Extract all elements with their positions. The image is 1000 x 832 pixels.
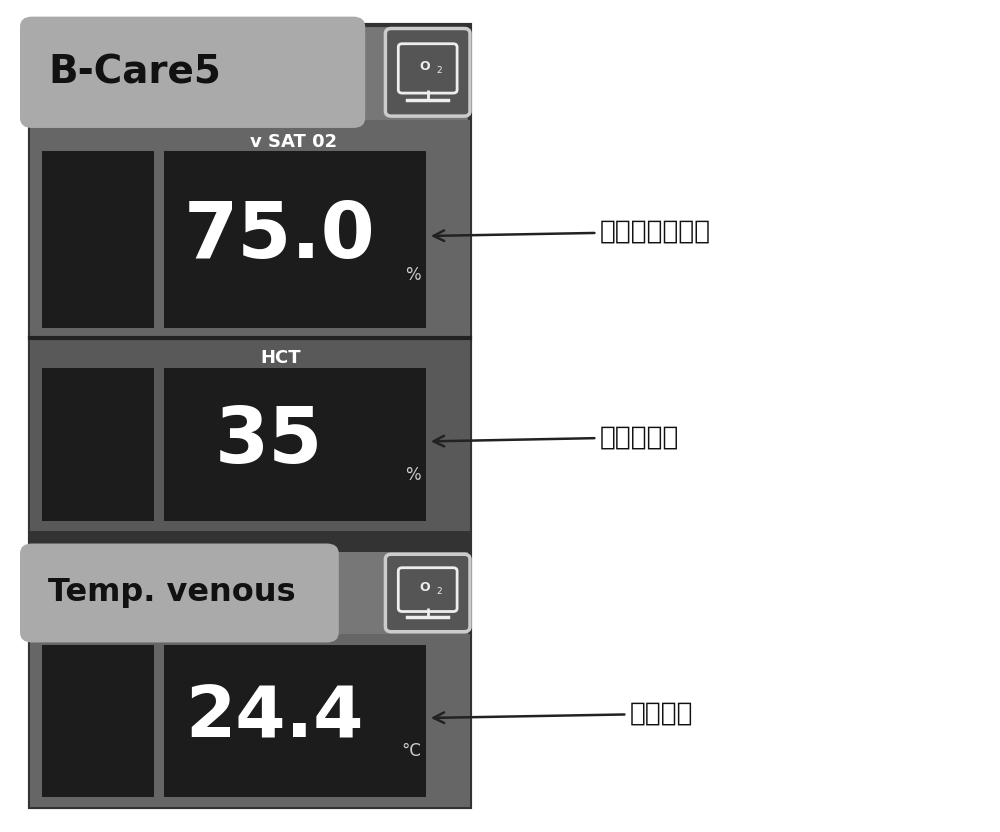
Text: 2: 2 bbox=[436, 587, 442, 597]
Text: %: % bbox=[405, 266, 421, 284]
Text: °C: °C bbox=[401, 742, 421, 760]
Text: 静脉血氧饱和度: 静脉血氧饱和度 bbox=[434, 219, 711, 245]
Bar bbox=[42, 151, 154, 328]
Text: 24.4: 24.4 bbox=[185, 683, 363, 752]
FancyBboxPatch shape bbox=[385, 554, 470, 631]
Text: 2: 2 bbox=[436, 67, 442, 75]
Text: 75.0: 75.0 bbox=[184, 198, 375, 274]
Bar bbox=[30, 120, 470, 338]
FancyBboxPatch shape bbox=[20, 543, 339, 642]
Bar bbox=[30, 634, 470, 807]
Text: 静脉温度: 静脉温度 bbox=[434, 701, 694, 727]
Text: HCT: HCT bbox=[260, 349, 301, 368]
Bar bbox=[164, 368, 426, 522]
Text: Temp. venous: Temp. venous bbox=[48, 577, 296, 608]
Text: 35: 35 bbox=[215, 404, 323, 479]
Bar bbox=[30, 25, 470, 807]
Bar bbox=[42, 645, 154, 797]
Text: O: O bbox=[420, 60, 430, 72]
Text: 红细胞压积: 红细胞压积 bbox=[434, 424, 679, 450]
Bar bbox=[164, 151, 426, 328]
Bar bbox=[30, 338, 470, 532]
Bar bbox=[164, 645, 426, 797]
Text: O: O bbox=[420, 581, 430, 594]
Text: %: % bbox=[405, 466, 421, 484]
Bar bbox=[228, 553, 334, 632]
Text: B-Care5: B-Care5 bbox=[48, 53, 221, 92]
FancyBboxPatch shape bbox=[385, 28, 470, 116]
Bar bbox=[30, 532, 470, 552]
Bar bbox=[250, 27, 360, 118]
Bar bbox=[42, 368, 154, 522]
Text: v SAT 02: v SAT 02 bbox=[250, 133, 338, 151]
FancyBboxPatch shape bbox=[20, 17, 365, 128]
